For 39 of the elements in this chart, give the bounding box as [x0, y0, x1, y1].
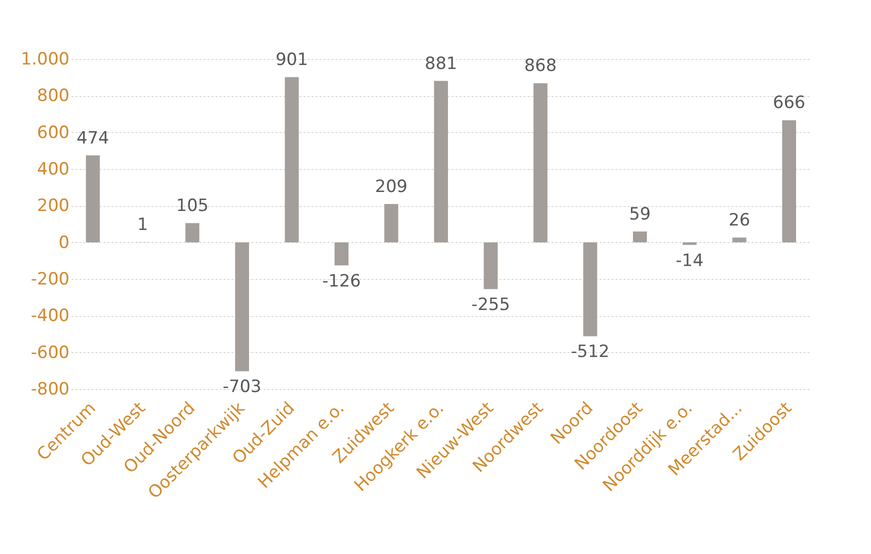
data-label: 901 [276, 50, 308, 70]
bar [682, 242, 697, 245]
y-tick-label: 800 [37, 86, 70, 106]
y-tick-label: 400 [37, 160, 70, 180]
data-label: -512 [570, 342, 610, 362]
data-label: -703 [222, 377, 262, 398]
data-label: 1 [137, 215, 148, 236]
bar [583, 242, 598, 336]
bar [484, 242, 498, 290]
data-label: -255 [471, 295, 510, 316]
bar [782, 120, 796, 242]
data-label: 881 [424, 54, 458, 74]
data-label: 666 [772, 93, 806, 114]
bar [384, 204, 398, 242]
data-label: 26 [728, 210, 750, 231]
y-tick-label: -400 [30, 306, 70, 326]
bar [534, 83, 548, 242]
bar [86, 155, 100, 242]
bar [632, 232, 647, 242]
y-tick-label: -200 [30, 270, 70, 290]
y-tick-label: 600 [37, 122, 70, 143]
bar [185, 223, 200, 242]
bar [284, 77, 299, 242]
bar [334, 242, 348, 266]
y-tick-label: -600 [30, 342, 70, 363]
y-tick-label: 1.000 [20, 50, 70, 70]
data-label: 59 [629, 204, 651, 225]
bar [732, 238, 746, 242]
data-label: -14 [676, 250, 704, 271]
bar [434, 80, 448, 242]
data-label: 105 [176, 196, 209, 216]
data-label: 209 [375, 177, 408, 198]
y-tick-label: -800 [30, 380, 70, 400]
y-tick-label: 0 [58, 232, 70, 253]
data-label: 868 [524, 56, 557, 76]
bar [235, 242, 250, 372]
data-label: -126 [322, 271, 361, 292]
y-tick-label: 200 [37, 196, 70, 216]
data-label: 474 [76, 128, 110, 148]
